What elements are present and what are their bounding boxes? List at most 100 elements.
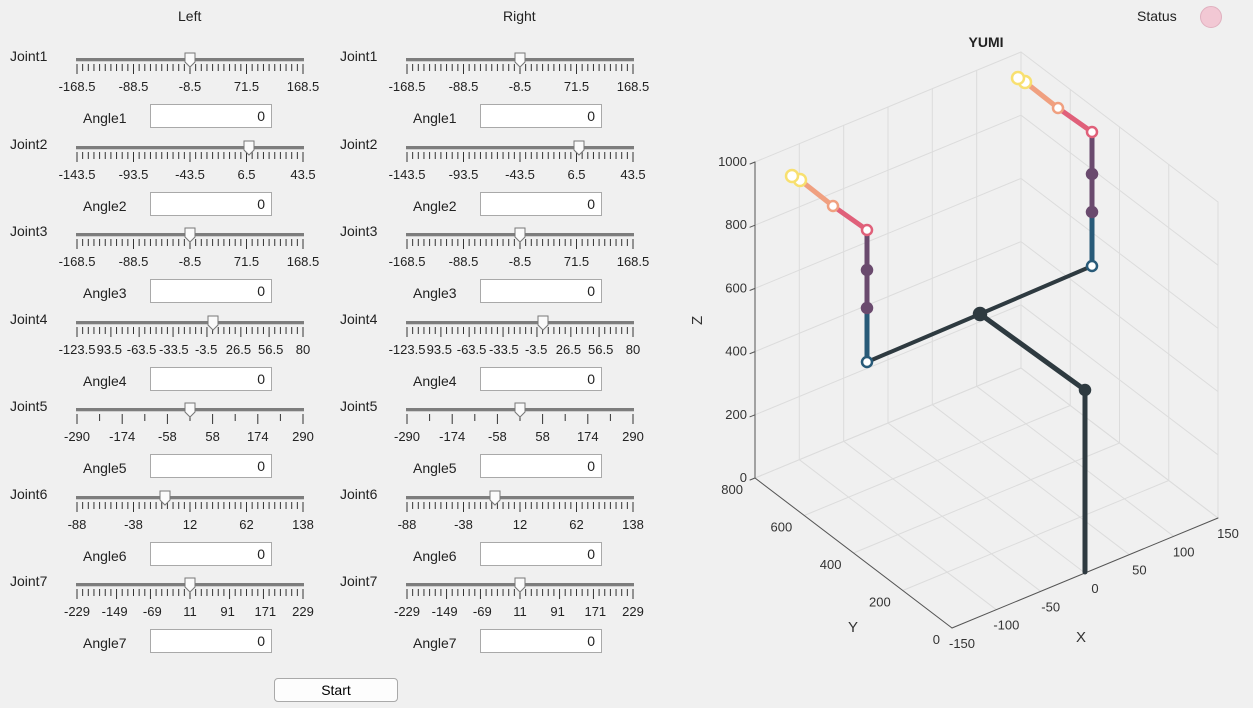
left-joint4-label: Joint4 [10,310,48,327]
right-joint1-label: Joint1 [340,48,378,64]
slider-tick-label: -143.5 [58,166,96,182]
slider-tick-label: -168.5 [58,254,96,269]
left-joint4-slider[interactable]: -123.5 93.5 -63.5 -33.5 -3.5 26.5 56.5 80 [59,315,310,357]
right-angle1-label: Angle1 [413,110,457,126]
left-joint7-slider[interactable]: -229 -149 -69 11 91 171 229 [64,577,314,619]
slider-thumb[interactable] [514,577,526,593]
y-tick-label: 600 [771,520,793,535]
robot-joint-marker [1085,205,1099,219]
slider-tick-label: 174 [576,429,599,444]
right-joint1-slider[interactable]: -168.5 -88.5 -8.5 71.5 168.5 [389,52,649,94]
right-joint4-slider[interactable]: -123.5 93.5 -63.5 -33.5 -3.5 26.5 56.5 80 [389,315,640,357]
left-angle3-label: Angle3 [83,285,127,301]
slider-tick-label: 91 [220,604,235,619]
y-tick-label: 200 [869,595,891,610]
left-angle1-field[interactable]: 0 [150,104,272,128]
slider-tick-label: -8.5 [178,254,202,269]
slider-tick-label: -8.5 [508,254,532,269]
slider-tick-label: 168.5 [286,254,320,269]
right-angle5-label: Angle5 [413,460,457,476]
slider-ticks [76,239,304,249]
grid-line [1020,51,1219,203]
slider-tick-label: 6.5 [237,166,256,182]
grid-line [853,442,1120,554]
slider-thumb[interactable] [207,315,219,331]
slider-track [406,145,634,150]
robot-joint-marker [860,263,874,277]
z-tick-label: 200 [725,407,747,422]
right-angle3-field[interactable]: 0 [480,279,602,303]
right-angle6-field[interactable]: 0 [480,541,602,566]
slider-tick-label: 26.5 [225,341,252,357]
left-joint3-slider[interactable]: -168.5 -88.5 -8.5 71.5 168.5 [59,227,319,269]
right-angle3-label: Angle3 [413,285,457,301]
slider-ticks [76,64,304,74]
slider-tick-label: -58 [157,429,177,444]
right-joint6-slider[interactable]: -88 -38 12 62 138 [398,490,644,532]
slider-tick-label: -290 [63,429,91,444]
slider-tick-label: 168.5 [286,79,320,94]
right-angle5-field[interactable]: 0 [480,454,602,478]
left-joint1-slider[interactable]: -168.5 -88.5 -8.5 71.5 168.5 [59,52,319,94]
left-angle3-field[interactable]: 0 [150,279,272,303]
slider-tick-label: -88.5 [448,254,479,269]
slider-tick-label: 26.5 [555,341,582,357]
slider-thumb[interactable] [537,315,549,331]
y-tick-label: 800 [721,482,743,497]
right-angle2-field[interactable]: 0 [480,191,602,216]
right-angle4-field[interactable]: 0 [480,366,602,391]
start-button[interactable]: Start [274,678,398,702]
right-joint3-slider[interactable]: -168.5 -88.5 -8.5 71.5 168.5 [389,227,649,269]
slider-tick-label: 11 [183,604,197,619]
slider-thumb[interactable] [184,402,196,418]
right-column-header: Right [503,8,536,24]
slider-tick-label: -43.5 [505,166,535,182]
grid-line [803,405,1071,516]
robot-joint-marker [1051,101,1065,115]
slider-track [76,495,304,500]
z-axis-label: Z [689,316,706,325]
slider-thumb[interactable] [159,490,171,506]
slider-thumb[interactable] [184,227,196,243]
right-joint5-slider[interactable]: -290 -174 -58 58 174 290 [394,402,644,444]
right-joint2-slider[interactable]: -143.5 -93.5 -43.5 6.5 43.5 [389,140,646,182]
robot-joint-marker [860,355,874,369]
left-angle2-field[interactable]: 0 [150,191,272,216]
robot-links [784,70,1099,575]
right-angle7-field[interactable]: 0 [480,629,602,653]
slider-thumb[interactable] [184,52,196,68]
slider-ticks [76,151,304,162]
slider-thumb[interactable] [514,227,526,243]
right-angle7-label: Angle7 [413,635,457,651]
left-angle6-field[interactable]: 0 [150,541,272,566]
slider-tick-label: 138 [622,516,644,532]
x-tick-label: -150 [949,636,975,651]
slider-tick-label: 138 [292,516,314,532]
left-joint6-slider[interactable]: -88 -38 12 62 138 [68,490,314,532]
grid-line [902,480,1170,591]
slider-tick-label: -174 [109,429,136,444]
z-tick [749,161,756,165]
slider-thumb[interactable] [514,402,526,418]
slider-thumb[interactable] [573,140,585,156]
grid-line [1020,177,1219,329]
left-angle5-field[interactable]: 0 [150,454,272,478]
robot-joint-marker [1078,383,1092,397]
grid-line [1020,367,1219,519]
left-joint2-slider[interactable]: -143.5 -93.5 -43.5 6.5 43.5 [59,140,316,182]
right-joint7-slider[interactable]: -229 -149 -69 11 91 171 229 [394,577,644,619]
slider-ticks [76,589,304,599]
slider-thumb[interactable] [184,577,196,593]
slider-thumb[interactable] [514,52,526,68]
slider-thumb[interactable] [243,140,255,156]
left-angle4-field[interactable]: 0 [150,366,272,391]
slider-tick-label: 6.5 [567,166,586,182]
left-angle7-field[interactable]: 0 [150,629,272,653]
slider-thumb[interactable] [489,490,501,506]
plot-title: YUMI [969,34,1004,50]
left-joint5-slider[interactable]: -290 -174 -58 58 174 290 [64,402,314,444]
right-joint6-label: Joint6 [340,485,378,502]
yumi-3d-plot: YUMI 020040060080010000200400600800-150-… [689,34,1239,651]
right-angle1-field[interactable]: 0 [480,104,602,128]
slider-ticks [76,414,304,424]
